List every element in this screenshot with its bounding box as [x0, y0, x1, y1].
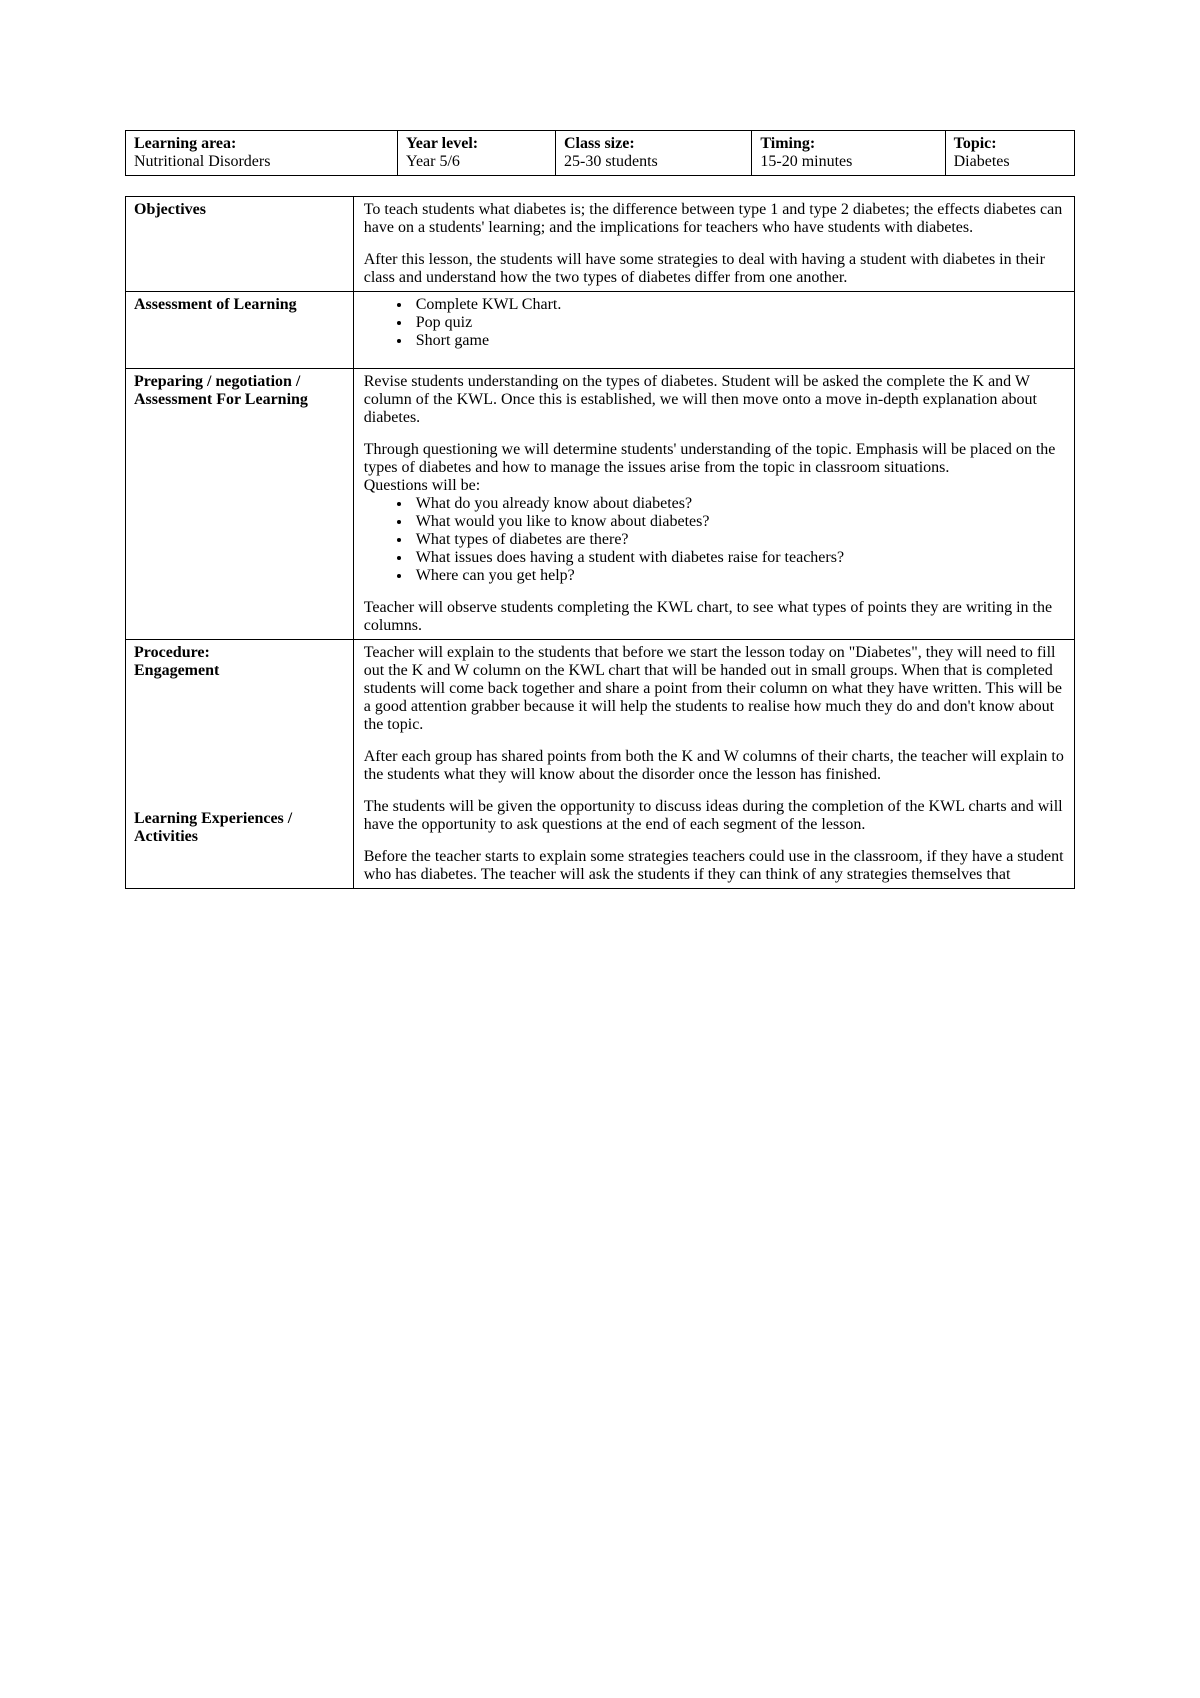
questions-list: What do you already know about diabetes?… [412, 495, 1064, 585]
procedure-p1: Teacher will explain to the students tha… [364, 644, 1064, 734]
question-item: Where can you get help? [412, 567, 1064, 585]
preparing-p4: Teacher will observe students completing… [364, 599, 1064, 635]
procedure-row: Procedure: Engagement Learning Experienc… [126, 640, 1075, 889]
learning-area-value: Nutritional Disorders [134, 153, 389, 171]
procedure-p3: The students will be given the opportuni… [364, 798, 1064, 834]
learning-area-label: Learning area: [134, 135, 389, 153]
question-item: What do you already know about diabetes? [412, 495, 1064, 513]
objectives-p1: To teach students what diabetes is; the … [364, 201, 1064, 237]
learning-area-cell: Learning area: Nutritional Disorders [126, 131, 398, 176]
question-item: What would you like to know about diabet… [412, 513, 1064, 531]
lesson-main-table: Objectives To teach students what diabet… [125, 196, 1075, 889]
question-item: What issues does having a student with d… [412, 549, 1064, 567]
procedure-label-cell: Procedure: Engagement Learning Experienc… [126, 640, 354, 889]
assessment-item: Complete KWL Chart. [412, 296, 1064, 314]
objectives-label: Objectives [126, 197, 354, 292]
objectives-content: To teach students what diabetes is; the … [353, 197, 1074, 292]
class-size-value: 25-30 students [564, 153, 743, 171]
year-level-cell: Year level: Year 5/6 [397, 131, 555, 176]
year-level-label: Year level: [406, 135, 547, 153]
timing-cell: Timing: 15-20 minutes [752, 131, 945, 176]
procedure-p2: After each group has shared points from … [364, 748, 1064, 784]
class-size-cell: Class size: 25-30 students [555, 131, 751, 176]
timing-value: 15-20 minutes [760, 153, 936, 171]
preparing-row: Preparing / negotiation / Assessment For… [126, 369, 1075, 640]
assessment-list: Complete KWL Chart. Pop quiz Short game [412, 296, 1064, 350]
timing-label: Timing: [760, 135, 936, 153]
objectives-p2: After this lesson, the students will hav… [364, 251, 1064, 287]
preparing-p1: Revise students understanding on the typ… [364, 373, 1064, 427]
topic-value: Diabetes [954, 153, 1066, 171]
preparing-p3: Questions will be: [364, 477, 1064, 495]
assessment-content: Complete KWL Chart. Pop quiz Short game [353, 292, 1074, 369]
assessment-item: Short game [412, 332, 1064, 350]
year-level-value: Year 5/6 [406, 153, 547, 171]
topic-cell: Topic: Diabetes [945, 131, 1074, 176]
procedure-label-2: Engagement [134, 662, 345, 680]
preparing-content: Revise students understanding on the typ… [353, 369, 1074, 640]
question-item: What types of diabetes are there? [412, 531, 1064, 549]
procedure-p4: Before the teacher starts to explain som… [364, 848, 1064, 884]
preparing-label: Preparing / negotiation / Assessment For… [126, 369, 354, 640]
class-size-label: Class size: [564, 135, 743, 153]
preparing-p2: Through questioning we will determine st… [364, 441, 1064, 477]
procedure-label-3: Learning Experiences / Activities [134, 810, 345, 846]
procedure-label-1: Procedure: [134, 644, 345, 662]
assessment-item: Pop quiz [412, 314, 1064, 332]
procedure-content: Teacher will explain to the students tha… [353, 640, 1074, 889]
lesson-header-table: Learning area: Nutritional Disorders Yea… [125, 130, 1075, 176]
objectives-row: Objectives To teach students what diabet… [126, 197, 1075, 292]
topic-label: Topic: [954, 135, 1066, 153]
assessment-of-learning-row: Assessment of Learning Complete KWL Char… [126, 292, 1075, 369]
assessment-label: Assessment of Learning [126, 292, 354, 369]
